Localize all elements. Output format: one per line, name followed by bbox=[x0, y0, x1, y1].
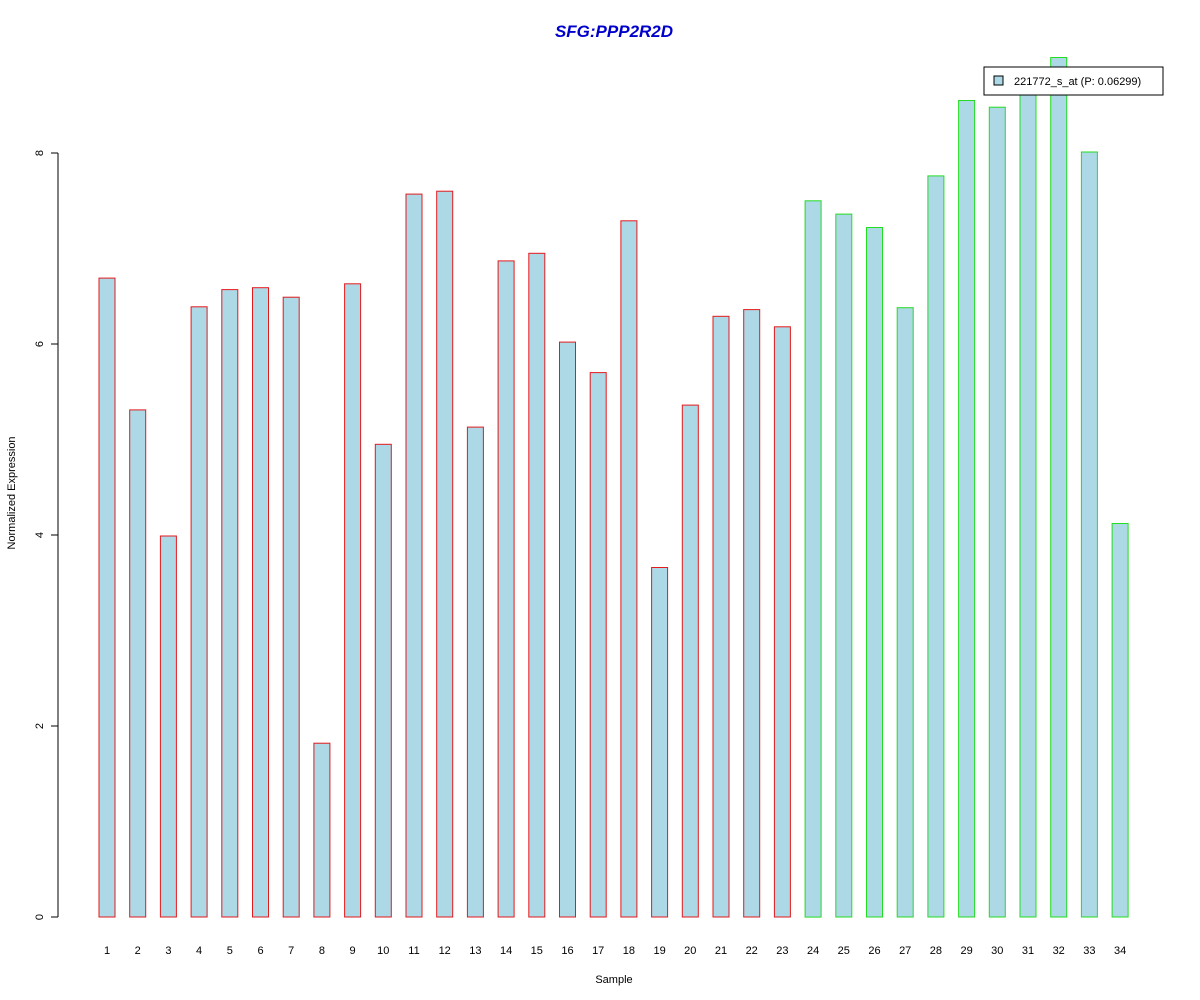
x-tick-label: 2 bbox=[135, 945, 141, 957]
bar bbox=[405, 193, 423, 918]
bar bbox=[804, 200, 822, 918]
x-tick-label: 10 bbox=[377, 945, 389, 957]
x-axis-label: Sample bbox=[595, 974, 632, 986]
x-tick-label: 21 bbox=[715, 945, 727, 957]
y-tick-label: 6 bbox=[34, 341, 46, 347]
bar bbox=[651, 567, 669, 918]
x-tick-label: 7 bbox=[288, 945, 294, 957]
bar bbox=[1080, 151, 1098, 918]
x-tick-label: 18 bbox=[623, 945, 635, 957]
x-tick-label: 1 bbox=[104, 945, 110, 957]
x-tick-label: 5 bbox=[227, 945, 233, 957]
x-tick-label: 20 bbox=[684, 945, 696, 957]
bar bbox=[282, 296, 300, 918]
y-tick-label: 2 bbox=[34, 723, 46, 729]
bar bbox=[466, 426, 484, 918]
x-tick-label: 31 bbox=[1022, 945, 1034, 957]
x-tick-label: 28 bbox=[930, 945, 942, 957]
bar bbox=[681, 404, 699, 918]
x-tick-label: 22 bbox=[746, 945, 758, 957]
legend-swatch bbox=[993, 75, 1004, 86]
x-tick-label: 6 bbox=[257, 945, 263, 957]
x-tick-label: 27 bbox=[899, 945, 911, 957]
y-tick-label: 0 bbox=[34, 914, 46, 920]
chart-title: SFG:PPP2R2D bbox=[555, 22, 673, 41]
bar bbox=[1019, 85, 1037, 918]
bar bbox=[129, 409, 147, 918]
bar bbox=[436, 190, 454, 918]
x-tick-label: 3 bbox=[165, 945, 171, 957]
x-tick-label: 9 bbox=[350, 945, 356, 957]
bar bbox=[344, 283, 362, 918]
x-tick-labels: 1 2 3 4 5 6 7 8 9 10 11 12 13 14 15 16 17 18 19 20 21 22 23 24 2… bbox=[104, 945, 1126, 957]
bar bbox=[712, 315, 730, 918]
x-tick-label: 23 bbox=[776, 945, 788, 957]
x-tick-label: 15 bbox=[531, 945, 543, 957]
bar bbox=[958, 100, 976, 918]
y-axis: 0 2 4 6 8 bbox=[34, 150, 59, 920]
bar bbox=[988, 106, 1006, 918]
x-tick-label: 34 bbox=[1114, 945, 1126, 957]
x-tick-label: 30 bbox=[991, 945, 1003, 957]
x-tick-label: 8 bbox=[319, 945, 325, 957]
x-tick-label: 16 bbox=[561, 945, 573, 957]
x-tick-label: 19 bbox=[653, 945, 665, 957]
bar bbox=[98, 277, 116, 918]
bar bbox=[252, 287, 269, 918]
bar bbox=[190, 306, 208, 918]
x-tick-label: 14 bbox=[500, 945, 512, 957]
bar bbox=[1050, 57, 1068, 918]
bar bbox=[743, 309, 761, 918]
bar bbox=[374, 443, 392, 918]
x-tick-label: 11 bbox=[408, 945, 419, 957]
x-tick-label: 13 bbox=[469, 945, 481, 957]
bar bbox=[896, 307, 914, 918]
bar bbox=[559, 341, 576, 918]
legend: 221772_s_at (P: 0.06299) bbox=[983, 66, 1164, 96]
x-tick-label: 29 bbox=[960, 945, 972, 957]
x-tick-label: 25 bbox=[838, 945, 850, 957]
bar bbox=[620, 220, 638, 918]
x-tick-label: 24 bbox=[807, 945, 819, 957]
bar bbox=[773, 326, 791, 918]
x-tick-label: 4 bbox=[196, 945, 202, 957]
bar bbox=[927, 175, 945, 918]
bar bbox=[589, 372, 607, 918]
y-tick-label: 4 bbox=[34, 532, 46, 538]
x-tick-label: 26 bbox=[868, 945, 880, 957]
bar bbox=[221, 289, 239, 918]
y-axis-label: Normalized Expression bbox=[6, 436, 18, 549]
legend-label: 221772_s_at (P: 0.06299) bbox=[1014, 76, 1141, 88]
bar bbox=[1111, 523, 1129, 918]
x-tick-label: 17 bbox=[592, 945, 604, 957]
x-tick-label: 33 bbox=[1083, 945, 1095, 957]
y-tick-label: 8 bbox=[34, 150, 46, 156]
bar bbox=[866, 227, 883, 918]
bar bbox=[528, 252, 546, 918]
bar bbox=[497, 260, 515, 918]
bar bbox=[159, 535, 177, 918]
x-tick-label: 12 bbox=[439, 945, 451, 957]
bars bbox=[98, 57, 1129, 918]
legend-box bbox=[983, 66, 1164, 96]
bar bbox=[313, 742, 331, 918]
bar bbox=[835, 213, 853, 918]
x-tick-label: 32 bbox=[1053, 945, 1065, 957]
